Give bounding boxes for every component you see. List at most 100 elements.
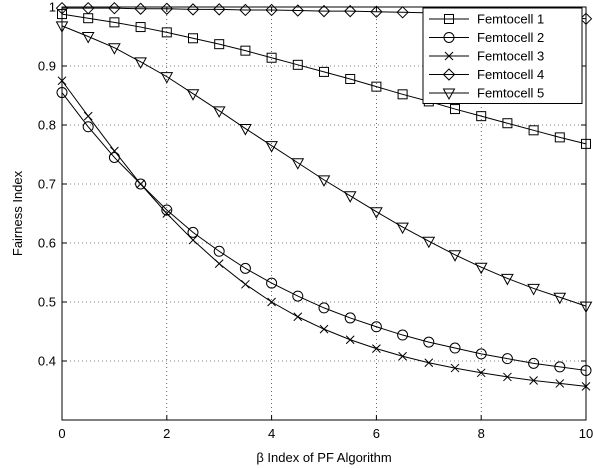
y-tick-label: 0.4 [38,354,56,369]
series-4-point [108,1,121,15]
series-5-line [61,25,587,307]
legend-entry-5-marker [442,88,456,101]
y-axis-label: Fairness Index [10,170,25,256]
series-4-point [370,5,383,18]
series-1-point [476,111,487,122]
series-1-point [319,66,329,77]
series-3-point [136,179,145,189]
legend-entry-2-marker [443,32,455,43]
series-5-point [291,158,305,170]
y-tick-label: 1 [49,0,56,15]
series-5-point [212,106,226,118]
legend-entry-4-marker [442,68,456,81]
series-2-point [501,353,513,365]
series-5-point [265,141,278,153]
series-1-point [292,59,303,70]
series-3-point [450,363,460,373]
x-tick-label: 0 [58,426,65,441]
series-3-point [241,279,250,289]
series-3-point [424,358,434,368]
series-2-point [161,204,173,216]
series-5-point [108,43,121,55]
series-5-point [160,72,174,84]
series-2-point [266,277,278,289]
series-3 [57,76,591,391]
series-5-point [317,175,331,187]
legend-entry-1-marker [444,14,454,24]
series-1-point [345,73,356,84]
legend-entry-5: Femtocell 5 [429,86,544,101]
y-tick-label: 0.6 [38,236,56,251]
x-tick-label: 4 [268,426,275,441]
y-tick-label: 0.8 [38,118,56,133]
legend-entry-3: Femtocell 3 [429,49,544,64]
series-1-point [214,39,225,50]
series-5-point [134,57,147,69]
plot-frame [61,6,587,421]
series-2-point [449,342,461,354]
series-3-point [83,111,93,121]
series-3-point [319,324,329,334]
legend-entry-4: Femtocell 4 [429,67,544,82]
series-2-line [61,92,587,371]
legend-entry-1: Femtocell 1 [429,12,544,27]
series-3-point [293,312,303,322]
legend-entry-4-label: Femtocell 4 [477,67,544,82]
legend-entry-1-label: Femtocell 1 [477,12,544,27]
series-1-point [266,52,277,63]
series-4-point [239,3,252,17]
series-4-point [343,4,357,18]
series-5-point [343,191,357,203]
series-1-point [109,17,120,28]
series-3-point [398,351,407,361]
series-3-point [555,379,565,388]
series-2-point [423,336,435,348]
legend: Femtocell 1 Femtocell 2 Femtocell 3 Femtoce… [422,7,583,104]
series-2-point [475,348,487,360]
series-1-point [502,118,513,129]
series-1-point [554,132,565,143]
series-5-point [422,236,436,249]
series-1-point [450,104,460,115]
series-1-point [397,89,408,100]
series-3-point [188,235,198,245]
series-4-point [291,4,305,17]
series-5-point [81,32,95,44]
x-tick-label: 8 [478,426,485,441]
x-tick-label: 10 [579,426,593,441]
series-5-point [370,207,383,219]
series-4-point [396,6,409,19]
series-3-point [267,297,276,307]
series-2-point [528,357,540,369]
series-2-point [82,121,94,133]
x-axis-label: β Index of PF Algorithm [256,450,391,465]
y-tick-label: 0.7 [38,177,56,192]
y-tick-label: 0.9 [38,59,56,74]
series-1-point [240,45,251,56]
series-1-point [371,81,382,92]
series-2-point [292,290,304,302]
series-2-point [318,302,330,314]
series-3-point [372,344,381,353]
legend-entry-2-label: Femtocell 2 [477,30,544,45]
series-5-point [501,273,514,286]
series-1-point [188,33,198,44]
series-1-point [161,27,172,38]
series-5 [55,21,593,314]
series-5-point [396,222,409,235]
series-3-point [529,376,538,385]
series-1 [57,9,591,149]
series-2-point [397,329,409,341]
series-2-point [213,245,225,257]
series-4-point [265,3,278,17]
series-5-point [527,283,540,296]
series-2-point [239,262,251,274]
series-5-point [448,250,462,262]
axis-ticks: 0 2 4 6 8 10 0.4 0.5 0.6 0.7 0.8 0.9 1 [38,0,593,441]
series-4-point [212,3,226,16]
series-5-point [474,262,488,275]
series-2-point [370,321,382,333]
series-3-point [476,368,486,378]
legend-entry-3-label: Femtocell 3 [477,49,544,64]
